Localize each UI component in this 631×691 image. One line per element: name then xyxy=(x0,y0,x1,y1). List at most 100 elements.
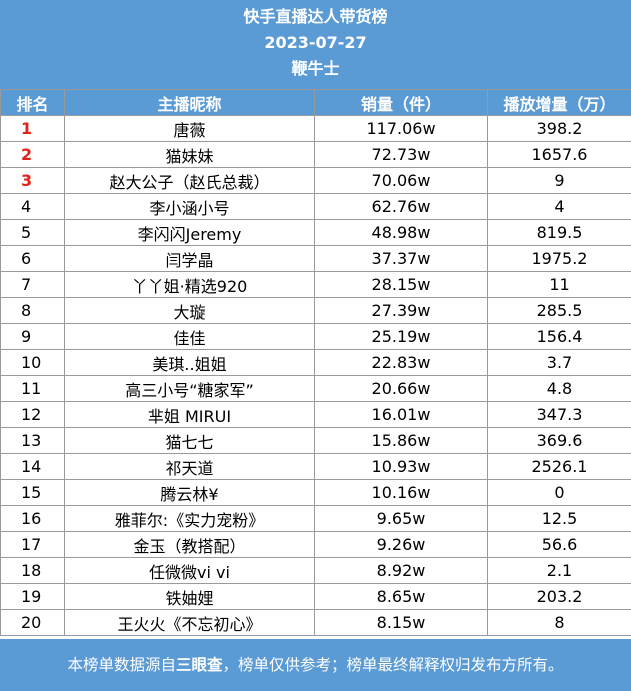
rank-cell: 1 xyxy=(0,115,65,142)
streamer-name-cell: 猫妹妹 xyxy=(64,141,315,168)
views-increase-cell: 9 xyxy=(487,167,631,194)
rank-cell: 16 xyxy=(0,505,65,532)
rank-cell: 10 xyxy=(0,349,65,376)
sales-cell: 62.76w xyxy=(314,193,488,220)
table-row: 4 李小涵小号 62.76w 4 xyxy=(0,193,631,220)
table-row: 13 猫七七 15.86w 369.6 xyxy=(0,427,631,454)
streamer-name-cell: 美琪..姐姐 xyxy=(64,349,315,376)
table-row: 8 大璇 27.39w 285.5 xyxy=(0,297,631,324)
column-header-sales: 销量（件） xyxy=(314,89,488,116)
ranking-table: 排名 主播昵称 销量（件） 播放增量（万） 1 唐薇 117.06w 398.2 2 猫妹… xyxy=(0,89,631,636)
footer-note: 本榜单数据源自三眼查，榜单仅供参考；榜单最终解释权归发布方所有。 xyxy=(0,639,631,691)
views-increase-cell: 398.2 xyxy=(487,115,631,142)
sales-cell: 37.37w xyxy=(314,245,488,272)
table-row: 16 雅菲尔:《实力宠粉》 9.65w 12.5 xyxy=(0,505,631,532)
rank-cell: 6 xyxy=(0,245,65,272)
rank-cell: 17 xyxy=(0,531,65,558)
table-row: 3 赵大公子（赵氏总裁） 70.06w 9 xyxy=(0,167,631,194)
sales-cell: 8.15w xyxy=(314,609,488,636)
views-increase-cell: 56.6 xyxy=(487,531,631,558)
sales-cell: 70.06w xyxy=(314,167,488,194)
views-increase-cell: 1657.6 xyxy=(487,141,631,168)
sales-cell: 20.66w xyxy=(314,375,488,402)
ranking-title: 快手直播达人带货榜 xyxy=(243,7,388,26)
views-increase-cell: 11 xyxy=(487,271,631,298)
views-increase-cell: 156.4 xyxy=(487,323,631,350)
table-row: 12 芈姐 MIRUI 16.01w 347.3 xyxy=(0,401,631,428)
streamer-name-cell: 李闪闪Jeremy xyxy=(64,219,315,246)
ranking-publisher: 鞭牛士 xyxy=(291,59,340,78)
table-body: 1 唐薇 117.06w 398.2 2 猫妹妹 72.73w 1657.6 3 赵大公子（赵氏总… xyxy=(0,115,631,636)
table-row: 15 腾云林¥ 10.16w 0 xyxy=(0,479,631,506)
column-header-views: 播放增量（万） xyxy=(487,89,631,116)
streamer-name-cell: 王火火《不忘初心》 xyxy=(64,609,315,636)
views-increase-cell: 285.5 xyxy=(487,297,631,324)
streamer-name-cell: 唐薇 xyxy=(64,115,315,142)
rank-cell: 11 xyxy=(0,375,65,402)
streamer-name-cell: 猫七七 xyxy=(64,427,315,454)
table-row: 17 金玉（教搭配） 9.26w 56.6 xyxy=(0,531,631,558)
rank-cell: 15 xyxy=(0,479,65,506)
views-increase-cell: 0 xyxy=(487,479,631,506)
sales-cell: 10.93w xyxy=(314,453,488,480)
streamer-name-cell: 金玉（教搭配） xyxy=(64,531,315,558)
table-row: 18 任微微vi vi 8.92w 2.1 xyxy=(0,557,631,584)
streamer-name-cell: 芈姐 MIRUI xyxy=(64,401,315,428)
rank-cell: 7 xyxy=(0,271,65,298)
streamer-name-cell: 李小涵小号 xyxy=(64,193,315,220)
sales-cell: 72.73w xyxy=(314,141,488,168)
sales-cell: 9.26w xyxy=(314,531,488,558)
views-increase-cell: 819.5 xyxy=(487,219,631,246)
streamer-name-cell: 佳佳 xyxy=(64,323,315,350)
rank-cell: 4 xyxy=(0,193,65,220)
rank-cell: 2 xyxy=(0,141,65,168)
streamer-name-cell: 大璇 xyxy=(64,297,315,324)
views-increase-cell: 347.3 xyxy=(487,401,631,428)
views-increase-cell: 4.8 xyxy=(487,375,631,402)
streamer-name-cell: 高三小号“糖家军” xyxy=(64,375,315,402)
table-row: 20 王火火《不忘初心》 8.15w 8 xyxy=(0,609,631,636)
sales-cell: 10.16w xyxy=(314,479,488,506)
streamer-name-cell: 任微微vi vi xyxy=(64,557,315,584)
table-row: 5 李闪闪Jeremy 48.98w 819.5 xyxy=(0,219,631,246)
sales-cell: 25.19w xyxy=(314,323,488,350)
table-row: 6 闫学晶 37.37w 1975.2 xyxy=(0,245,631,272)
streamer-name-cell: 铁妯娌 xyxy=(64,583,315,610)
rank-cell: 8 xyxy=(0,297,65,324)
sales-cell: 28.15w xyxy=(314,271,488,298)
views-increase-cell: 12.5 xyxy=(487,505,631,532)
streamer-name-cell: 闫学晶 xyxy=(64,245,315,272)
sales-cell: 117.06w xyxy=(314,115,488,142)
table-row: 2 猫妹妹 72.73w 1657.6 xyxy=(0,141,631,168)
table-row: 1 唐薇 117.06w 398.2 xyxy=(0,115,631,142)
footer-prefix: 本榜单数据源自 xyxy=(67,656,176,674)
table-row: 14 祁天道 10.93w 2526.1 xyxy=(0,453,631,480)
rank-cell: 9 xyxy=(0,323,65,350)
rank-cell: 18 xyxy=(0,557,65,584)
ranking-date: 2023-07-27 xyxy=(264,33,367,52)
streamer-name-cell: 赵大公子（赵氏总裁） xyxy=(64,167,315,194)
footer-source: 三眼查 xyxy=(175,656,223,674)
table-row: 9 佳佳 25.19w 156.4 xyxy=(0,323,631,350)
views-increase-cell: 203.2 xyxy=(487,583,631,610)
ranking-header: 快手直播达人带货榜 2023-07-27 鞭牛士 xyxy=(0,0,631,89)
views-increase-cell: 1975.2 xyxy=(487,245,631,272)
table-header-row: 排名 主播昵称 销量（件） 播放增量（万） xyxy=(0,89,631,116)
streamer-name-cell: 腾云林¥ xyxy=(64,479,315,506)
sales-cell: 22.83w xyxy=(314,349,488,376)
column-header-name: 主播昵称 xyxy=(64,89,315,116)
table-row: 19 铁妯娌 8.65w 203.2 xyxy=(0,583,631,610)
streamer-name-cell: 丫丫姐·精选920 xyxy=(64,271,315,298)
sales-cell: 8.92w xyxy=(314,557,488,584)
rank-cell: 13 xyxy=(0,427,65,454)
sales-cell: 16.01w xyxy=(314,401,488,428)
table-row: 11 高三小号“糖家军” 20.66w 4.8 xyxy=(0,375,631,402)
rank-cell: 19 xyxy=(0,583,65,610)
views-increase-cell: 8 xyxy=(487,609,631,636)
views-increase-cell: 2.1 xyxy=(487,557,631,584)
sales-cell: 15.86w xyxy=(314,427,488,454)
rank-cell: 12 xyxy=(0,401,65,428)
rank-cell: 14 xyxy=(0,453,65,480)
rank-cell: 3 xyxy=(0,167,65,194)
